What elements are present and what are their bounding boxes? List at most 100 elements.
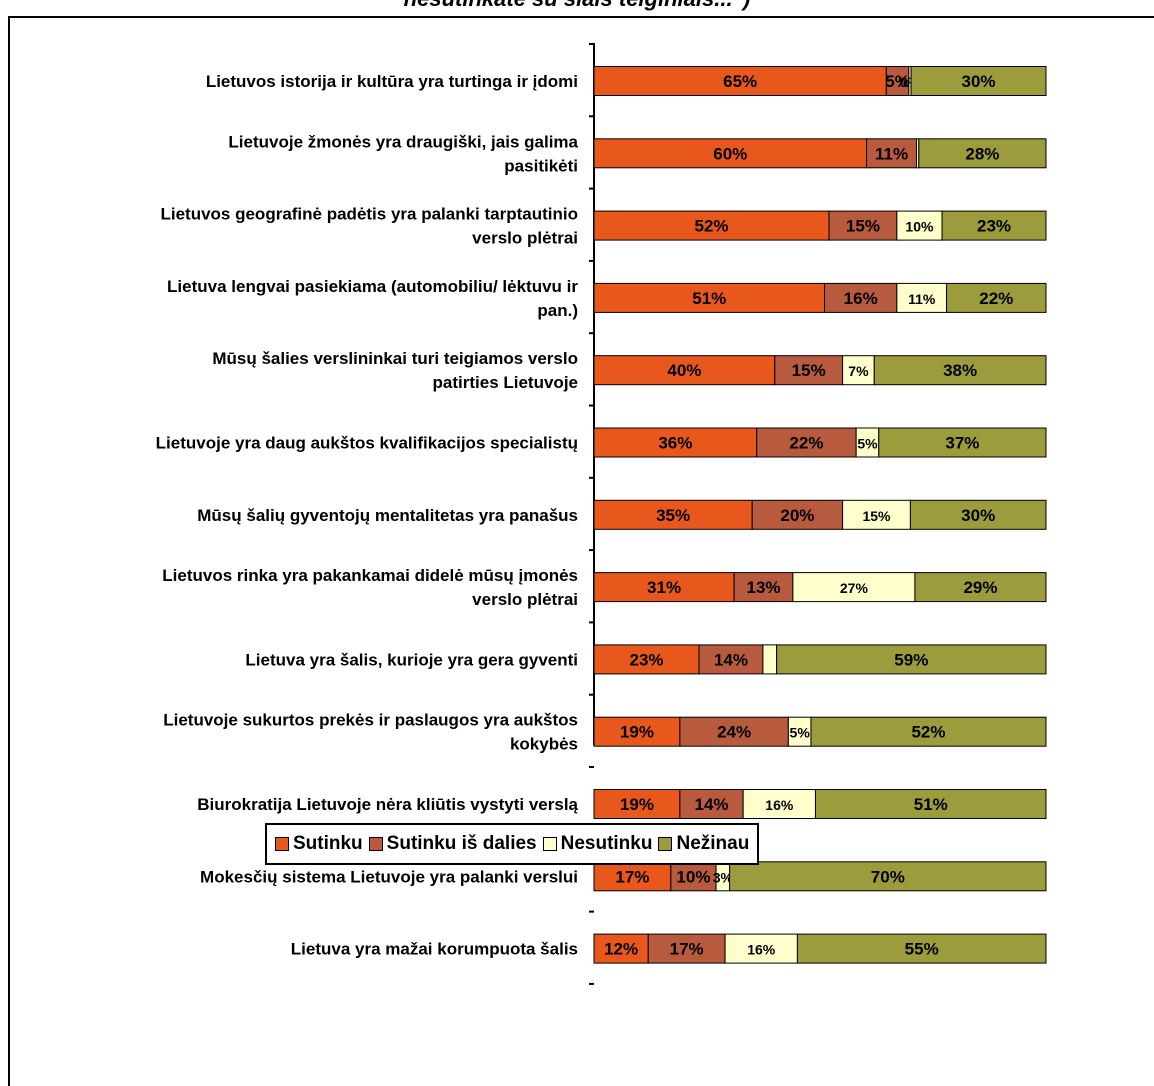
category-label: Lietuvos geografinė padėtis yra palanki … [160,205,578,248]
bar-row: 31% 13% 27% 29% [593,572,1047,603]
category-label: Lietuva yra mažai korumpuota šalis [291,940,578,959]
data-label: 23% [977,217,1011,236]
data-label: 17% [670,940,704,959]
bar-segment-sutinku-i-dalies [698,644,764,675]
bar-segment-sutinku [593,933,649,964]
data-label: 15% [792,361,826,380]
data-label: 14% [714,650,748,669]
data-label: 15% [862,508,891,524]
category-label: Mokesčių sistema Lietuvoje yra palanki v… [200,867,578,886]
legend-label: Nesutinku [560,833,653,854]
bar-segment-ne-inau [814,789,1047,819]
bar-segment-sutinku-i-dalies [679,789,744,819]
data-label: 70% [871,867,905,886]
data-label: 23% [629,650,663,669]
bar-row: 40% 15% 7% 38% [593,355,1047,386]
data-label: 29% [963,578,997,597]
bar-segment-ne-inau [909,499,1047,530]
bar-segment-sutinku [593,355,776,386]
data-label: 13% [746,578,780,597]
category-label: Lietuvos rinka yra pakankamai didelė mūs… [162,566,578,609]
bar-segment-sutinku-i-dalies [866,138,918,169]
category-label: Biurokratija Lietuvoje nėra kliūtis vyst… [197,795,578,814]
bar-segment-ne-inau [810,716,1047,747]
bar-segment-ne-inau [914,572,1047,603]
bar-row: 65% 5%0% 30% [593,66,1047,96]
chart-title: nesutinkate su šiais teiginiais...") [0,0,1154,12]
bar-segment-sutinku [593,861,672,892]
bar-segment-ne-inau [941,210,1047,241]
bar-segment-sutinku [593,499,753,530]
bar-segment-sutinku [593,716,681,747]
legend-label: Sutinku iš dalies [386,833,537,854]
data-label: 24% [717,723,751,742]
data-label: 22% [789,434,823,453]
bar-row: 23% 14% 59% [593,644,1047,675]
bar-segment-ne-inau [910,66,1047,96]
data-label: 12% [604,940,638,959]
bar-segment-nesutinku [742,789,816,819]
bar-segment-nesutinku [896,210,943,241]
data-label: 22% [979,289,1013,308]
bar-segment-sutinku [593,66,887,96]
data-label: 60% [713,144,747,163]
data-label: 51% [692,289,726,308]
data-label: 5% [790,725,811,741]
data-label: 52% [695,217,729,236]
bar-row: 17% 10% 3% 70% [593,861,1047,892]
category-label: Lietuvoje yra daug aukštos kvalifikacijo… [156,434,578,453]
bar-segment-sutinku-i-dalies [647,933,726,964]
bar-segment-ne-inau [776,644,1047,675]
bar-row: 60% 11% 28% [593,138,1047,169]
legend-swatch [542,837,557,851]
data-label: 51% [914,795,948,814]
bar-row: 52% 15% 10% 23% [593,210,1047,241]
data-label: 28% [965,144,999,163]
data-label: 14% [695,795,729,814]
legend-item: Nežinau [658,833,749,855]
bar-segment-nesutinku [842,355,875,386]
bar-segment-sutinku [593,138,868,169]
data-label: 16% [747,942,776,958]
data-label: 5% [857,436,878,452]
bar-segment-sutinku [593,572,735,603]
bar-segment-ne-inau [878,427,1047,458]
bar-row: 12% 17% 16% 55% [593,933,1047,964]
data-label: 16% [765,797,794,813]
bar-segment-nesutinku [842,499,911,530]
legend-item: Nesutinku [542,833,653,855]
legend-item: Sutinku [275,833,363,855]
bar-segment-ne-inau [796,933,1047,964]
category-label: Lietuva yra šalis, kurioje yra gera gyve… [245,650,578,669]
data-label: 30% [961,506,995,525]
data-label: 16% [844,289,878,308]
bar-segment-ne-inau [918,138,1047,169]
bar-segment-nesutinku [762,644,778,675]
data-label: 10% [905,219,934,235]
legend-label: Nežinau [676,833,750,854]
legend-swatch [368,837,383,851]
category-label: Lietuvoje sukurtos prekės ir paslaugos y… [163,711,578,754]
bar-row: 36% 22% 5% 37% [593,427,1047,458]
bar-segment-sutinku [593,789,681,819]
chart-frame [8,16,1154,1086]
data-label: 59% [894,650,928,669]
data-label: 30% [962,72,996,91]
bar-segment-sutinku [593,210,830,241]
data-label: 37% [945,434,979,453]
legend-swatch [275,837,289,851]
data-label: 65% [723,72,757,91]
data-label: 19% [620,723,654,742]
data-label: 31% [647,578,681,597]
bar-row: 51% 16% 11% 22% [593,282,1047,313]
data-label: 19% [620,795,654,814]
category-label: Lietuvoje žmonės yra draugiški, jais gal… [228,132,578,175]
bar-segment-sutinku-i-dalies [828,210,898,241]
legend-label: Sutinku [293,833,363,854]
category-label: Lietuvos istorija ir kultūra yra turting… [206,72,578,91]
data-label: 7% [848,363,869,379]
bar-row: 35% 20% 15% 30% [593,499,1047,530]
data-label: 52% [911,723,945,742]
data-label: 20% [780,506,814,525]
